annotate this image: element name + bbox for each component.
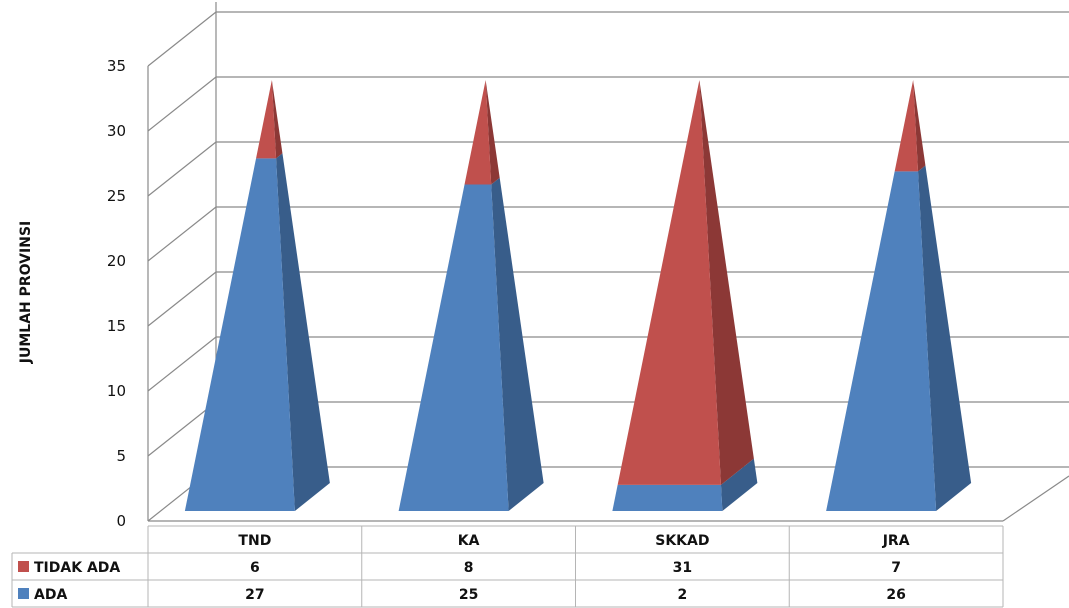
- pyramid-segment-tidak-ada: [894, 80, 919, 172]
- legend-label: ADA: [34, 587, 67, 603]
- pyramid-segment-ada: [612, 484, 723, 511]
- y-tick-label: 10: [107, 382, 126, 400]
- data-label: 2: [678, 587, 688, 603]
- legend-swatch: [18, 561, 29, 572]
- pyramid-side-tidak-ada: [271, 80, 283, 159]
- data-label: 26: [886, 587, 905, 603]
- y-tick-label: 5: [116, 447, 126, 465]
- pyramids: [184, 80, 972, 512]
- gridline-side: [147, 11, 217, 67]
- y-tick-label: 20: [107, 252, 126, 270]
- x-tick-label: TND: [238, 533, 271, 549]
- chart-grid: [147, 2, 1069, 522]
- data-label: 25: [459, 587, 478, 603]
- pyramid-side-ada: [491, 177, 544, 512]
- y-axis-title: JUMLAH PROVINSI: [18, 221, 34, 364]
- gridline-side: [147, 401, 217, 457]
- gridline-side: [147, 76, 217, 132]
- y-tick-label: 35: [107, 57, 126, 75]
- pyramid-segment-tidak-ada: [256, 80, 277, 159]
- y-tick-label: 15: [107, 317, 126, 335]
- pyramid-ka: [398, 80, 544, 512]
- gridline-side: [147, 271, 217, 327]
- gridline-side: [147, 141, 217, 197]
- pyramid-side-ada: [276, 153, 330, 512]
- y-axis-ticks: 0 5 10 15 20 25 30 35: [107, 57, 126, 530]
- pyramid-skkad: [612, 80, 758, 511]
- y-tick-label: 0: [116, 512, 126, 530]
- x-tick-label: SKKAD: [655, 533, 709, 549]
- pyramid-segment-ada: [398, 184, 509, 511]
- data-label: 31: [673, 560, 692, 576]
- pyramid-segment-tidak-ada: [464, 80, 492, 185]
- pyramid-tnd: [184, 80, 330, 512]
- floor-right-edge: [1002, 475, 1069, 522]
- pyramid-segment-tidak-ada: [617, 80, 721, 485]
- data-label: 7: [891, 560, 901, 576]
- gridline-side: [147, 206, 217, 262]
- pyramid-side-ada: [720, 458, 758, 511]
- pyramid-side-tidak-ada: [699, 80, 754, 485]
- data-label: 8: [464, 560, 474, 576]
- pyramid-segment-ada: [184, 158, 295, 511]
- x-tick-label: KA: [458, 533, 480, 549]
- legend-swatch: [18, 588, 29, 599]
- pyramid-segment-ada: [826, 171, 937, 511]
- x-tick-label: JRA: [882, 533, 910, 549]
- data-table: TND KA SKKAD JRA TIDAK ADA 6 8 31 7 ADA 27 25 2 26: [11, 525, 1004, 608]
- pyramid-side-ada: [918, 165, 972, 511]
- data-label: 27: [245, 587, 264, 603]
- pyramid-jra: [826, 80, 972, 511]
- pyramid-side-tidak-ada: [913, 80, 926, 172]
- y-tick-label: 30: [107, 122, 126, 140]
- legend-label: TIDAK ADA: [34, 560, 120, 576]
- pyramid-side-tidak-ada: [485, 80, 500, 185]
- y-tick-label: 25: [107, 187, 126, 205]
- data-label: 6: [250, 560, 260, 576]
- gridline-side: [147, 336, 217, 392]
